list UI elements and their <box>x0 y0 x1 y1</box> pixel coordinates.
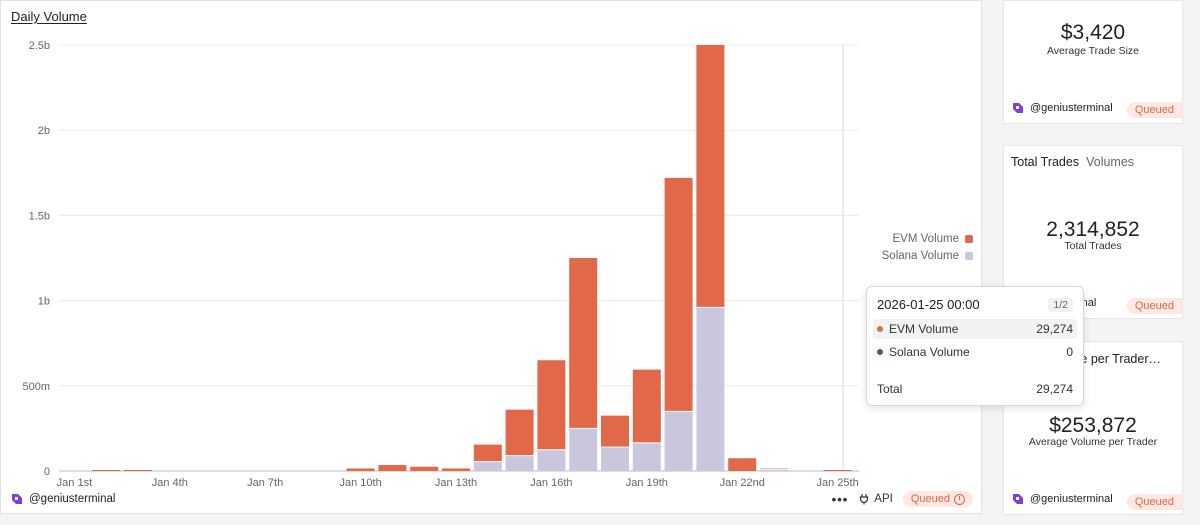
avg-trade-size-value: $3,420 <box>1060 21 1126 44</box>
total-trades-label: Total Trades <box>1064 240 1122 252</box>
chart-title[interactable]: Daily Volume <box>11 9 87 24</box>
genius-logo-icon <box>12 494 22 504</box>
bar-evm-volume <box>696 45 725 308</box>
bar-evm-volume <box>632 369 661 443</box>
bar-evm-volume <box>505 409 534 456</box>
bar-solana-volume <box>760 469 788 471</box>
evm-dot-icon <box>877 326 883 332</box>
solana-dot-icon <box>877 349 883 355</box>
tooltip-date: 2026-01-25 00:00 <box>877 297 980 312</box>
bar-evm-volume <box>664 177 693 412</box>
x-tick-label: Jan 16th <box>530 477 572 489</box>
bar-evm-volume <box>346 468 375 471</box>
tooltip-row-evm: EVM Volume 29,274 <box>873 319 1077 339</box>
avg-volume-value: $253,872 <box>1049 414 1137 437</box>
y-tick-label: 1.5b <box>29 210 50 222</box>
legend-solana-label: Solana Volume <box>881 250 959 262</box>
bar-evm-volume <box>728 458 757 471</box>
bar-evm-volume <box>92 470 121 471</box>
bar-solana-volume <box>632 442 661 471</box>
bar-evm-volume <box>537 360 566 450</box>
avg-trade-size-card: $3,420 Average Trade Size @geniustermina… <box>1003 0 1183 124</box>
avg-volume-label: Average Volume per Trader <box>1028 436 1158 448</box>
y-tick-label: 2.5b <box>29 40 50 52</box>
tooltip-series-name: Solana Volume <box>889 345 970 359</box>
x-tick-label: Jan 25th <box>816 477 858 489</box>
api-label: API <box>874 493 893 505</box>
y-tick-label: 1b <box>38 296 50 308</box>
total-trades-card: Total Trades Volumes 2,314,852 Total Tra… <box>1003 145 1183 319</box>
chart-tooltip: 2026-01-25 00:00 1/2 EVM Volume 29,274 S… <box>866 286 1084 406</box>
bar-evm-volume <box>378 465 407 471</box>
tooltip-total-value: 29,274 <box>1036 382 1073 396</box>
tab-total-trades[interactable]: Total Trades <box>1011 155 1080 169</box>
tooltip-page-indicator[interactable]: 1/2 <box>1048 298 1073 312</box>
chart-footer-actions: ••• API Queued <box>832 491 973 507</box>
bar-solana-volume <box>473 461 502 471</box>
author-link[interactable]: @geniusterminal <box>1012 102 1113 114</box>
x-tick-label: Jan 1st <box>57 477 92 489</box>
legend-evm-label: EVM Volume <box>892 233 959 245</box>
more-menu-button[interactable]: ••• <box>831 491 849 507</box>
daily-volume-chart: 0 500m 1b 1.5b 2b 2.5b Jan 1st Jan 4th Jan 7th Ja… <box>22 40 859 489</box>
bar-solana-volume <box>569 428 598 471</box>
chart-panel: Daily Volume 0 500m 1b 1.5b 2b 2.5b Jan 1st Jan… <box>0 0 982 514</box>
bar-evm-volume <box>569 258 598 429</box>
bar-solana-volume <box>505 455 534 471</box>
bar-evm-volume <box>473 444 502 462</box>
y-tick-label: 0 <box>44 466 50 478</box>
genius-logo-icon <box>1013 494 1023 504</box>
avg-trade-size-label: Average Trade Size <box>1046 45 1140 57</box>
tab-volumes[interactable]: Volumes <box>1086 155 1135 169</box>
x-tick-label: Jan 13th <box>435 477 477 489</box>
card-title-partial[interactable]: me per Trader… <box>1070 352 1162 366</box>
tooltip-row-total: Total 29,274 <box>873 379 1077 399</box>
tooltip-series-value: 0 <box>1066 345 1073 359</box>
x-tick-label: Jan 10th <box>339 477 381 489</box>
author-name: @geniusterminal <box>29 493 116 505</box>
author-link[interactable]: @geniusterminal <box>11 493 115 505</box>
x-tick-label: Jan 19th <box>626 477 668 489</box>
bar-solana-volume <box>696 307 725 471</box>
bar-evm-volume <box>442 468 470 471</box>
bar-evm-volume <box>601 415 629 448</box>
bar-evm-volume <box>124 470 152 471</box>
author-link[interactable]: @geniusterminal <box>1012 493 1113 505</box>
genius-logo-icon <box>1013 103 1023 113</box>
legend-evm[interactable]: EVM Volume <box>893 233 973 245</box>
bar-solana-volume <box>664 411 693 471</box>
legend-solana-swatch <box>965 252 973 260</box>
status-badge: Queued <box>902 491 973 507</box>
bar-evm-volume <box>410 466 439 471</box>
y-tick-label: 500m <box>22 381 50 393</box>
author-name: @geniusterminal <box>1030 493 1113 505</box>
tooltip-series-name: EVM Volume <box>889 322 959 336</box>
author-name: @geniusterminal <box>1030 102 1113 114</box>
tooltip-total-label: Total <box>877 382 903 396</box>
x-tick-label: Jan 4th <box>152 477 188 489</box>
bar-solana-volume <box>537 449 566 471</box>
total-trades-value: 2,314,852 <box>1046 218 1140 241</box>
status-badge: Queued <box>1126 298 1182 314</box>
status-label: Queued <box>910 493 950 505</box>
status-badge: Queued <box>1126 102 1182 118</box>
bar-evm-volume <box>823 470 852 471</box>
legend-evm-swatch <box>965 235 973 243</box>
status-badge: Queued <box>1126 494 1182 510</box>
y-tick-label: 2b <box>38 125 50 137</box>
tooltip-series-value: 29,274 <box>1036 322 1073 336</box>
api-button[interactable]: API <box>858 493 893 505</box>
legend-solana[interactable]: Solana Volume <box>882 250 973 262</box>
x-tick-label: Jan 22nd <box>720 477 765 489</box>
plug-icon <box>860 494 869 505</box>
x-tick-label: Jan 7th <box>247 477 283 489</box>
tooltip-row-solana: Solana Volume 0 <box>873 342 1077 362</box>
bar-solana-volume <box>601 447 629 471</box>
timer-icon <box>954 493 965 505</box>
card-tabs: Total Trades Volumes <box>1011 155 1134 169</box>
